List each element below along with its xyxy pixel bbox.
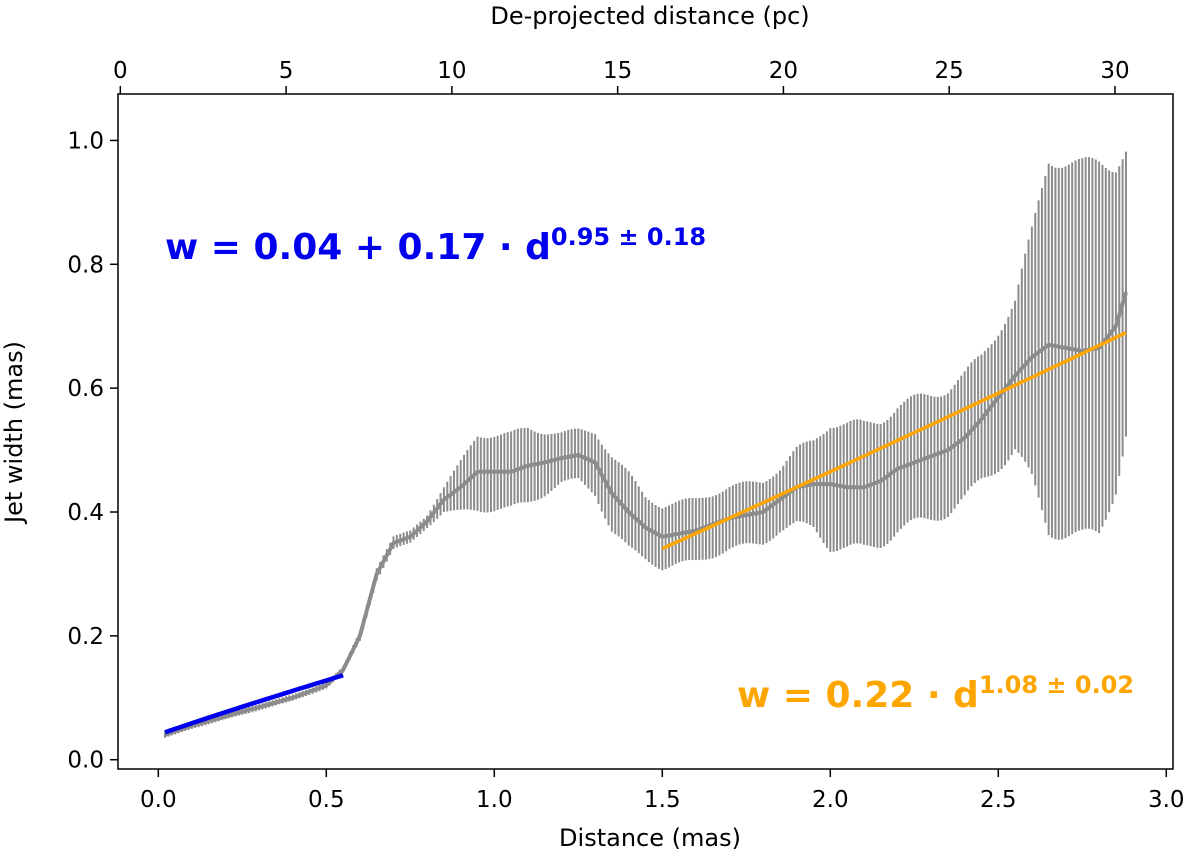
top-tick-label-3: 15: [603, 58, 632, 84]
x-axis-label: Distance (mas): [559, 824, 741, 852]
y-tick-label-2: 0.4: [67, 500, 104, 526]
x-tick-label-3: 1.5: [644, 787, 681, 813]
outer-fit-line: [661, 331, 1127, 551]
top-tick-label-1: 5: [279, 58, 294, 84]
top-tick-label-6: 30: [1100, 58, 1129, 84]
inner-fit-annotation: w = 0.04 + 0.17 · d0.95 ± 0.18: [165, 223, 706, 268]
x-tick-label-6: 3.0: [1148, 787, 1185, 813]
fit-lines: [164, 331, 1127, 735]
top-x-axis: 0 5 10 15 20 25 30: [113, 58, 1130, 94]
plot-frame: [117, 93, 1174, 770]
outer-fit-annotation: w = 0.22 · d1.08 ± 0.02: [737, 671, 1134, 716]
inner-fit-exponent: 0.95 ± 0.18: [551, 223, 706, 251]
left-y-axis: 0.0 0.2 0.4 0.6 0.8 1.0: [67, 128, 118, 774]
series-lines: [164, 291, 1128, 737]
x-tick-label-4: 2.0: [812, 787, 849, 813]
y-tick-label-3: 0.6: [67, 376, 104, 402]
outer-fit-exponent: 1.08 ± 0.02: [979, 671, 1134, 699]
top-tick-label-0: 0: [113, 58, 128, 84]
outer-fit-formula: w = 0.22 · d: [737, 675, 979, 716]
inner-fit-formula: w = 0.04 + 0.17 · d: [165, 227, 551, 268]
top-axis-label: De-projected distance (pc): [490, 2, 809, 30]
x-tick-label-0: 0.0: [140, 787, 177, 813]
y-tick-label-5: 1.0: [67, 128, 104, 154]
y-tick-label-4: 0.8: [67, 252, 104, 278]
x-tick-label-1: 0.5: [308, 787, 345, 813]
error-bars: [164, 151, 1127, 738]
inner-fit-line: [164, 673, 344, 735]
top-tick-label-2: 10: [437, 58, 466, 84]
y-axis-label: Jet width (mas): [0, 341, 28, 525]
y-tick-label-1: 0.2: [67, 624, 104, 650]
y-tick-label-0: 0.0: [67, 748, 104, 774]
top-tick-label-4: 20: [769, 58, 798, 84]
jet-width-series-line: [164, 291, 1128, 737]
bottom-x-axis: 0.0 0.5 1.0 1.5 2.0 2.5 3.0: [140, 769, 1185, 813]
x-tick-label-5: 2.5: [980, 787, 1017, 813]
top-tick-label-5: 25: [935, 58, 964, 84]
x-tick-label-2: 1.0: [476, 787, 513, 813]
